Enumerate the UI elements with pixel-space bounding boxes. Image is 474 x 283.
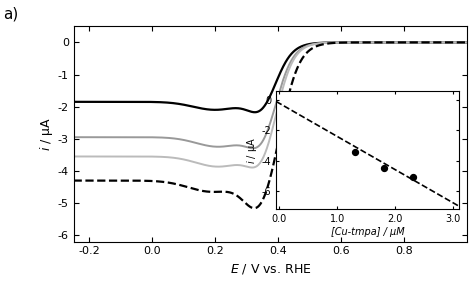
Y-axis label: $\it{i}$ / μA: $\it{i}$ / μA [38, 117, 55, 151]
Text: a): a) [3, 7, 18, 22]
X-axis label: $\it{E}$ / V vs. RHE: $\it{E}$ / V vs. RHE [229, 262, 311, 276]
